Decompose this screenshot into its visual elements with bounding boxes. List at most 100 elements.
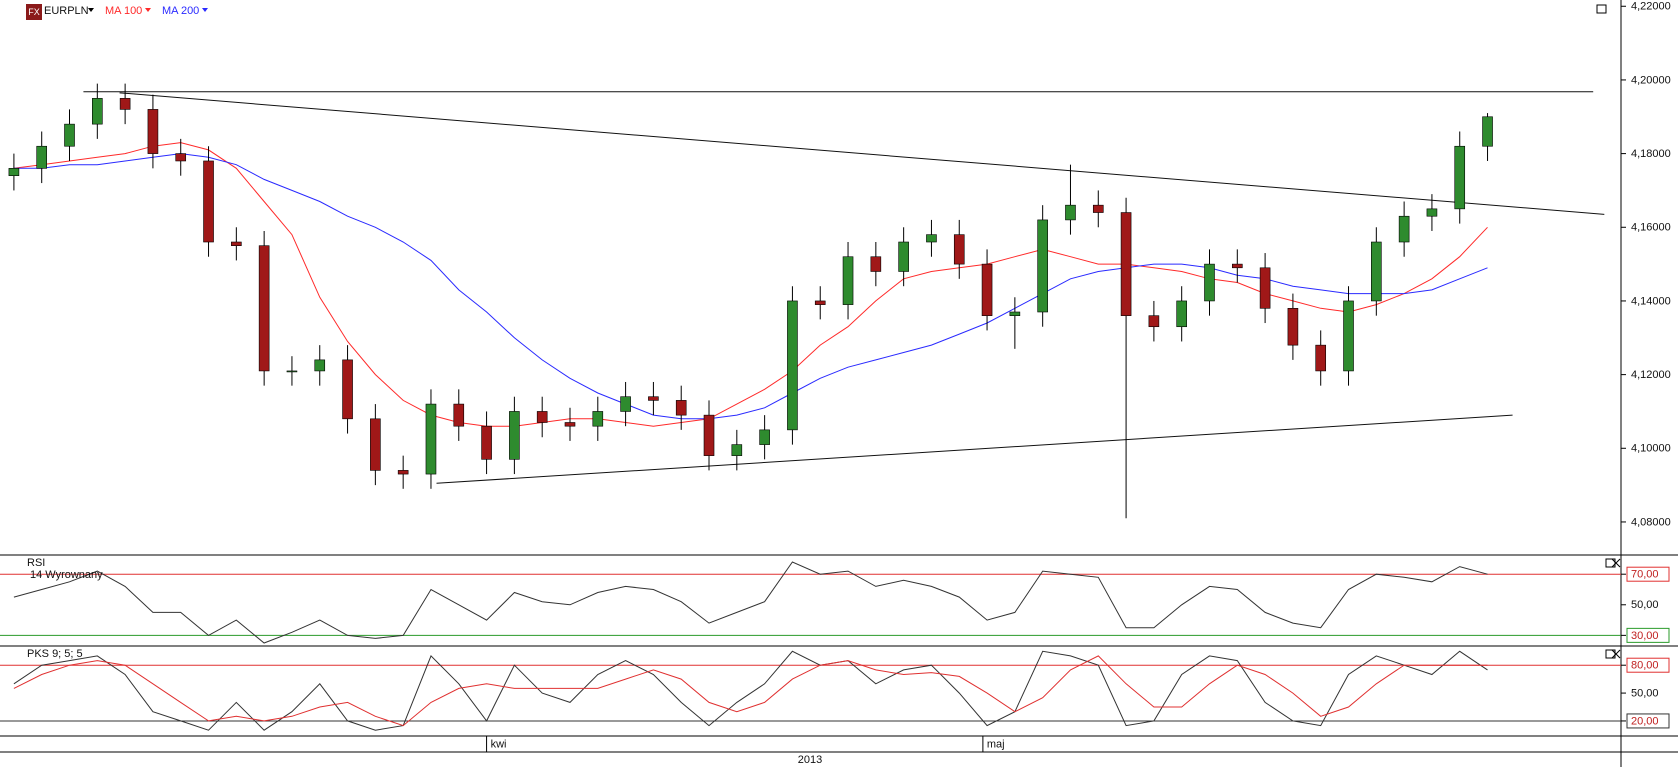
candle-body (370, 418, 381, 471)
candle-body (258, 245, 270, 372)
candle-body (703, 414, 715, 456)
legend-entry: MA 100 (105, 5, 142, 17)
y-tick-label: 4,12000 (1631, 369, 1671, 381)
candle-body (1371, 241, 1382, 302)
candle-body (1343, 300, 1354, 372)
candle-body (286, 370, 298, 373)
y-tick-label: 30,00 (1631, 630, 1659, 642)
candle-body (1482, 116, 1493, 147)
candle-body (453, 403, 465, 427)
level-label-box (1626, 713, 1670, 729)
candle-body (1037, 219, 1048, 313)
moving-average (13, 142, 1488, 427)
level-label-box (1626, 566, 1670, 582)
legend-dropdown (202, 8, 208, 12)
candle-body (592, 411, 604, 427)
candle-body (620, 396, 631, 412)
moving-average (13, 153, 1488, 420)
candle-body (175, 153, 187, 162)
candle-body (8, 168, 20, 177)
candle-body (1426, 208, 1438, 217)
y-tick-label: 4,08000 (1631, 516, 1671, 528)
candle-body (953, 234, 965, 265)
candle-body (397, 470, 409, 475)
candle-body (1231, 263, 1243, 269)
legend-dropdown (88, 8, 94, 12)
candle-body (648, 396, 659, 401)
candle-body (203, 160, 214, 243)
maximize-button[interactable] (1596, 4, 1607, 14)
candle-body (147, 109, 159, 154)
candle-body (731, 444, 743, 456)
candle-body (509, 411, 520, 460)
candle-body (1092, 204, 1104, 213)
close-button[interactable] (1611, 649, 1621, 659)
close-button[interactable] (1611, 558, 1621, 568)
panel-subtitle: 14 Wyrownany (30, 569, 103, 581)
candle-body (314, 359, 326, 372)
legend-entry: EURPLN (44, 5, 89, 17)
panel-title: RSI (27, 557, 45, 569)
candle-body (536, 411, 548, 423)
y-tick-label: 4,14000 (1631, 295, 1671, 307)
maximize-button[interactable] (1605, 649, 1616, 659)
candle-body (1009, 311, 1021, 316)
candle-body (1204, 263, 1215, 302)
y-tick-label: 4,18000 (1631, 148, 1671, 160)
candle-body (759, 429, 770, 445)
x-tick-label: maj (987, 738, 1005, 750)
candle-body (898, 241, 909, 272)
candle-body (1176, 300, 1187, 328)
trendline (436, 414, 1513, 484)
y-tick-label: 50,00 (1631, 599, 1659, 611)
candle-body (870, 256, 882, 272)
legend-dropdown (145, 8, 151, 12)
y-tick-label: 70,00 (1631, 569, 1659, 581)
candle-body (842, 256, 854, 305)
candle-body (1315, 344, 1327, 372)
candle-body (675, 400, 687, 416)
candle-body (1148, 315, 1160, 328)
candle-body (481, 425, 492, 460)
candle-body (1398, 215, 1410, 243)
y-tick-label: 20,00 (1631, 715, 1659, 727)
candle-body (1065, 204, 1076, 221)
y-tick-label: 4,20000 (1631, 74, 1671, 86)
level-label-box (1626, 627, 1670, 643)
candle-body (1454, 145, 1466, 210)
trendline (119, 92, 1605, 215)
y-tick-label: 4,10000 (1631, 443, 1671, 455)
candle-body (564, 422, 576, 427)
indicator-line (13, 561, 1488, 644)
candle-body (64, 123, 75, 147)
x-tick-label: kwi (491, 738, 507, 750)
candle-body (814, 300, 826, 305)
candle-body (1259, 267, 1271, 309)
y-tick-label: 80,00 (1631, 660, 1659, 672)
candle-body (981, 263, 993, 316)
candle-body (342, 359, 353, 420)
level-label-box (1626, 657, 1670, 673)
indicator-line (13, 650, 1488, 731)
indicator-line (13, 655, 1488, 727)
fx-icon-label: FX (28, 7, 40, 17)
candle-body (425, 403, 437, 475)
fx-icon[interactable] (26, 4, 42, 20)
panel-title: PKS 9; 5; 5 (27, 648, 83, 660)
candle-body (231, 241, 242, 246)
x-axis-label: 2013 (798, 754, 822, 766)
candle-body (926, 234, 937, 243)
y-tick-label: 4,22000 (1631, 1, 1671, 13)
y-tick-label: 50,00 (1631, 687, 1659, 699)
legend-entry: MA 200 (162, 5, 199, 17)
candle-body (36, 145, 48, 169)
y-tick-label: 4,16000 (1631, 222, 1671, 234)
candle-body (92, 98, 103, 125)
candle-body (1287, 308, 1299, 346)
candle-body (119, 98, 131, 110)
candle-body (787, 300, 798, 431)
maximize-button[interactable] (1605, 558, 1616, 568)
